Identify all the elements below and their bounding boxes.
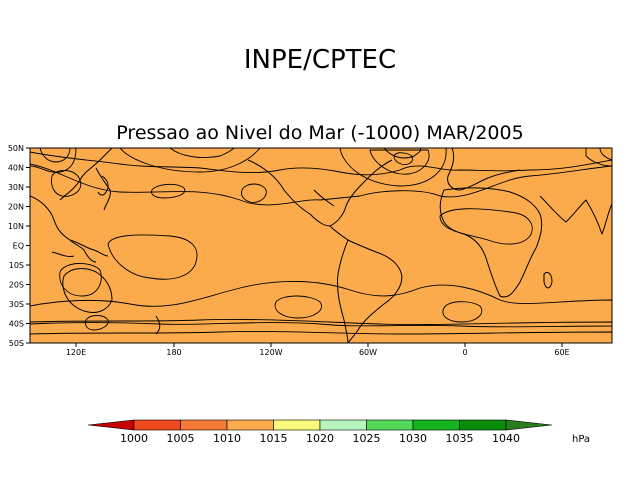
field-1020-north-band: [30, 148, 612, 206]
figure-title: INPE/CPTEC: [244, 45, 396, 75]
lon-label: 120E: [66, 348, 86, 357]
longitude-axis: 120E 180 120W 60W 0 60E: [66, 343, 570, 357]
colorbar-label: 1000: [120, 432, 148, 445]
field-1005-south: [30, 330, 612, 343]
colorbar: 1000 1005 1010 1015 1020 1025 1030 1035 1040: [87, 419, 553, 445]
lat-label: EQ: [13, 242, 24, 251]
field-1025-asia: [30, 148, 77, 173]
colorbar-swatch: [412, 419, 460, 431]
lat-label: 40S: [9, 320, 24, 329]
colorbar-label: 1020: [306, 432, 334, 445]
latitude-axis: 50N 40N 30N 20N 10N EQ 10S 20S 30S 40S 50S: [8, 144, 30, 348]
lon-label: 60E: [554, 348, 569, 357]
field-1010-wpacific: [107, 234, 198, 280]
colorbar-swatch: [226, 419, 274, 431]
lat-label: 20S: [9, 281, 24, 290]
lat-label: 50S: [9, 339, 24, 348]
lat-label: 20N: [8, 203, 24, 212]
field-1025-pacific-n: [151, 183, 186, 199]
field-1010-natlantic: [339, 148, 447, 187]
lat-label: 10S: [9, 261, 24, 270]
field-1000-natlantic: [393, 152, 413, 165]
field-1015: [30, 148, 612, 343]
field-1010-npacific: [119, 148, 261, 173]
colorbar-label: 1040: [492, 432, 520, 445]
field-1025-tasman: [85, 315, 109, 331]
colorbar-swatch: [366, 419, 414, 431]
lon-label: 180: [166, 348, 181, 357]
field-1030-asia: [39, 148, 71, 163]
lat-label: 30S: [9, 300, 24, 309]
colorbar-unit: hPa: [572, 434, 590, 445]
field-1025-south-atlantic: [442, 301, 483, 323]
coastlines: [30, 148, 612, 343]
field-1020-south-band: [30, 280, 612, 328]
colorbar-min-arrow: [87, 419, 135, 431]
field-1010-south: [30, 319, 612, 343]
field-1025-south-pacific: [274, 295, 322, 319]
field-1010-australia: [59, 263, 102, 297]
colorbar-max-arrow: [505, 419, 553, 431]
field-1030-europe: [599, 148, 612, 161]
colorbar-label: 1015: [260, 432, 288, 445]
lat-label: 30N: [8, 183, 24, 192]
colorbar-label: 1010: [213, 432, 241, 445]
lon-label: 120W: [259, 348, 282, 357]
lat-label: 40N: [8, 164, 24, 173]
field-1005-natlantic: [369, 149, 430, 175]
field-1025-china: [51, 170, 82, 197]
field-1015-north-top: [30, 148, 612, 176]
colorbar-label: 1005: [167, 432, 195, 445]
colorbar-label: 1030: [399, 432, 427, 445]
map-panel: [30, 148, 612, 343]
colorbar-swatch: [459, 419, 507, 431]
lat-label: 50N: [8, 144, 24, 153]
colorbar-swatch: [133, 419, 181, 431]
lon-label: 60W: [359, 348, 377, 357]
colorbar-swatch: [180, 419, 228, 431]
colorbar-label: 1035: [446, 432, 474, 445]
colorbar-swatch: [273, 419, 321, 431]
colorbar-label: 1025: [353, 432, 381, 445]
field-1025-pacific-ne: [241, 183, 267, 203]
figure-subtitle: Pressao ao Nivel do Mar (-1000) MAR/2005: [116, 122, 523, 144]
colorbar-swatch: [319, 419, 367, 431]
lat-label: 10N: [8, 222, 24, 231]
lon-label: 0: [462, 348, 467, 357]
